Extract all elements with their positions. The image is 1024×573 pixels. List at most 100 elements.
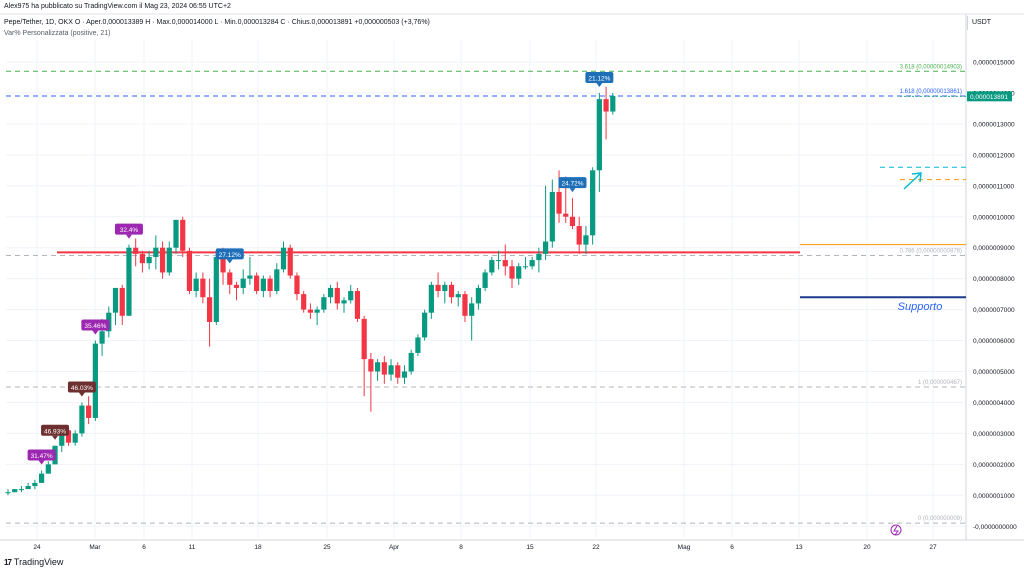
candle-body[interactable] <box>240 278 246 288</box>
candle-body[interactable] <box>603 99 609 112</box>
candle-body[interactable] <box>469 303 475 316</box>
candle-body[interactable] <box>354 291 361 319</box>
candle-body[interactable] <box>408 352 414 372</box>
candle-body[interactable] <box>12 489 18 493</box>
candle-body[interactable] <box>549 191 555 242</box>
x-tick-label: 20 <box>863 544 871 551</box>
candle-body[interactable] <box>274 269 280 292</box>
candle-body[interactable] <box>388 365 394 375</box>
pct-label-pointer <box>226 259 233 264</box>
candle-body[interactable] <box>475 287 481 304</box>
candle-body[interactable] <box>5 492 11 494</box>
candle-body[interactable] <box>186 250 193 292</box>
candle-body[interactable] <box>327 287 334 298</box>
candle-body[interactable] <box>146 256 152 264</box>
tradingview-icon: 17 <box>4 557 12 567</box>
candle-body[interactable] <box>173 219 179 248</box>
publisher-line: Alex975 ha pubblicato su TradingView.com… <box>4 3 231 10</box>
candle-body[interactable] <box>563 213 569 217</box>
candle-body[interactable] <box>79 405 85 434</box>
candle-body[interactable] <box>321 297 327 310</box>
candle-body[interactable] <box>314 309 320 313</box>
candle-body[interactable] <box>381 362 387 375</box>
candle-body[interactable] <box>112 287 119 313</box>
lightning-icon[interactable] <box>890 524 902 536</box>
candle-body[interactable] <box>45 464 51 474</box>
candle-body[interactable] <box>133 247 139 254</box>
candle-body[interactable] <box>301 294 307 310</box>
candle-body[interactable] <box>348 291 354 301</box>
candle-body[interactable] <box>207 297 213 322</box>
candle-body[interactable] <box>590 170 596 236</box>
candle-body[interactable] <box>415 337 421 353</box>
candle-body[interactable] <box>25 486 31 490</box>
candle-body[interactable] <box>482 272 488 288</box>
candle-body[interactable] <box>341 300 347 304</box>
candle-body[interactable] <box>375 362 381 372</box>
candle-body[interactable] <box>516 266 522 279</box>
candle-body[interactable] <box>435 284 441 292</box>
candle-body[interactable] <box>200 278 206 298</box>
candle-body[interactable] <box>99 331 105 344</box>
candle-body[interactable] <box>180 219 186 251</box>
candle-body[interactable] <box>227 272 233 285</box>
candle-body[interactable] <box>65 430 72 443</box>
candle-body[interactable] <box>247 275 253 279</box>
candle-body[interactable] <box>610 96 616 112</box>
candle-body[interactable] <box>86 405 92 418</box>
candle-body[interactable] <box>267 278 273 292</box>
candle-body[interactable] <box>536 253 542 261</box>
candle-body[interactable] <box>159 247 166 273</box>
candle-body[interactable] <box>126 247 132 316</box>
candle-body[interactable] <box>166 247 172 273</box>
candle-body[interactable] <box>442 284 448 292</box>
candle-body[interactable] <box>495 260 502 262</box>
candle-body[interactable] <box>260 278 266 292</box>
candle-body[interactable] <box>401 371 408 378</box>
candle-body[interactable] <box>220 256 226 273</box>
candle-body[interactable] <box>287 247 293 276</box>
candle-body[interactable] <box>254 275 260 292</box>
candle-body[interactable] <box>307 309 313 313</box>
candle-body[interactable] <box>576 226 582 245</box>
candle-body[interactable] <box>522 266 529 268</box>
candle-body[interactable] <box>448 284 455 298</box>
candle-body[interactable] <box>39 473 45 483</box>
candle-body[interactable] <box>543 241 549 254</box>
candle-body[interactable] <box>139 253 145 264</box>
candle-body[interactable] <box>213 256 219 322</box>
candle-body[interactable] <box>455 294 461 298</box>
candle-body[interactable] <box>72 433 78 443</box>
candle-body[interactable] <box>529 260 535 267</box>
candle-body[interactable] <box>502 260 508 267</box>
candle-body[interactable] <box>422 312 428 338</box>
candle-body[interactable] <box>596 99 602 171</box>
candle-body[interactable] <box>193 278 199 292</box>
candle-body[interactable] <box>59 430 65 446</box>
x-tick-label: Apr <box>389 544 400 551</box>
indicator-line[interactable]: Var% Personalizzata (positive, 21) <box>4 30 111 37</box>
candle-body[interactable] <box>119 287 125 316</box>
candle-body[interactable] <box>509 266 515 279</box>
candle-body[interactable] <box>32 482 38 487</box>
y-tick-label: 0,0000015000 <box>973 60 1015 67</box>
candle-body[interactable] <box>153 247 159 257</box>
candle-body[interactable] <box>583 235 589 245</box>
candle-body[interactable] <box>462 294 468 316</box>
candle-body[interactable] <box>556 191 562 214</box>
candle-body[interactable] <box>294 275 300 295</box>
candle-body[interactable] <box>569 216 576 227</box>
candle-body[interactable] <box>92 343 98 418</box>
candle-body[interactable] <box>395 365 401 378</box>
candle-body[interactable] <box>233 284 240 288</box>
candle-body[interactable] <box>18 489 25 491</box>
candle-body[interactable] <box>489 260 495 273</box>
candle-body[interactable] <box>368 359 374 372</box>
currency-label[interactable]: USDT <box>967 16 1023 30</box>
candle-body[interactable] <box>361 318 367 360</box>
candle-body[interactable] <box>334 287 340 304</box>
candle-body[interactable] <box>280 247 287 270</box>
candle-body[interactable] <box>428 284 434 313</box>
symbol-line[interactable]: Pepe/Tether, 1D, OKX O · Aper.0,00001338… <box>4 19 430 26</box>
